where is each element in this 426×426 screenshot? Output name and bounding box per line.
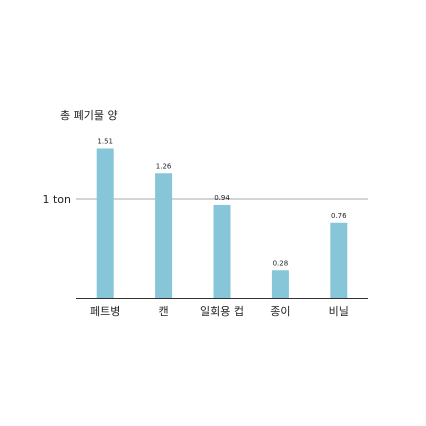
chart-title: 총 폐기물 양 bbox=[60, 109, 118, 122]
bar-group: 1.51 페트병 1.26 캔 0.94 일회용 컵 0.28 종이 0.76 비닐 bbox=[90, 138, 349, 318]
data-label-5: 0.76 bbox=[331, 212, 347, 220]
bar-5 bbox=[330, 222, 348, 298]
data-label-1: 1.51 bbox=[97, 138, 113, 146]
x-tick-label-2: 캔 bbox=[159, 305, 169, 318]
data-label-4: 0.28 bbox=[273, 259, 289, 267]
bar-2 bbox=[155, 173, 173, 298]
data-label-3: 0.94 bbox=[214, 194, 230, 202]
bar-4 bbox=[271, 270, 289, 298]
data-label-2: 1.26 bbox=[156, 162, 172, 170]
x-tick-label-3: 일회용 컵 bbox=[200, 304, 244, 318]
bar-1 bbox=[96, 148, 114, 298]
x-tick-label-4: 종이 bbox=[270, 305, 290, 318]
x-tick-label-5: 비닐 bbox=[329, 305, 349, 318]
reference-line-label: 1 ton bbox=[42, 193, 71, 206]
x-tick-label-1: 페트병 bbox=[90, 305, 120, 318]
bar-3 bbox=[213, 204, 231, 298]
